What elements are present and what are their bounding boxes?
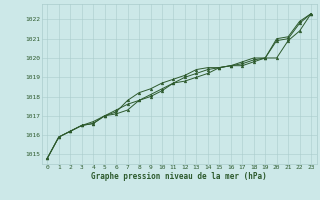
X-axis label: Graphe pression niveau de la mer (hPa): Graphe pression niveau de la mer (hPa): [91, 172, 267, 181]
